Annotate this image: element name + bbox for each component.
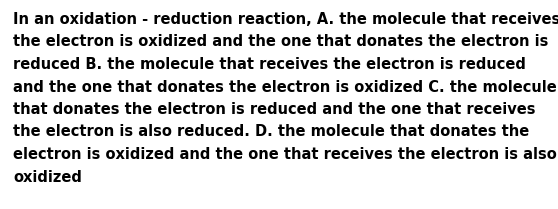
Text: and the one that donates the electron is oxidized C. the molecule: and the one that donates the electron is… [13,79,557,94]
Text: reduced B. the molecule that receives the electron is reduced: reduced B. the molecule that receives th… [13,57,526,72]
Text: electron is oxidized and the one that receives the electron is also: electron is oxidized and the one that re… [13,147,557,162]
Text: oxidized: oxidized [13,169,82,185]
Text: that donates the electron is reduced and the one that receives: that donates the electron is reduced and… [13,102,536,117]
Text: the electron is also reduced. D. the molecule that donates the: the electron is also reduced. D. the mol… [13,125,529,139]
Text: the electron is oxidized and the one that donates the electron is: the electron is oxidized and the one tha… [13,34,549,50]
Text: In an oxidation - reduction reaction, A. the molecule that receives: In an oxidation - reduction reaction, A.… [13,12,558,27]
